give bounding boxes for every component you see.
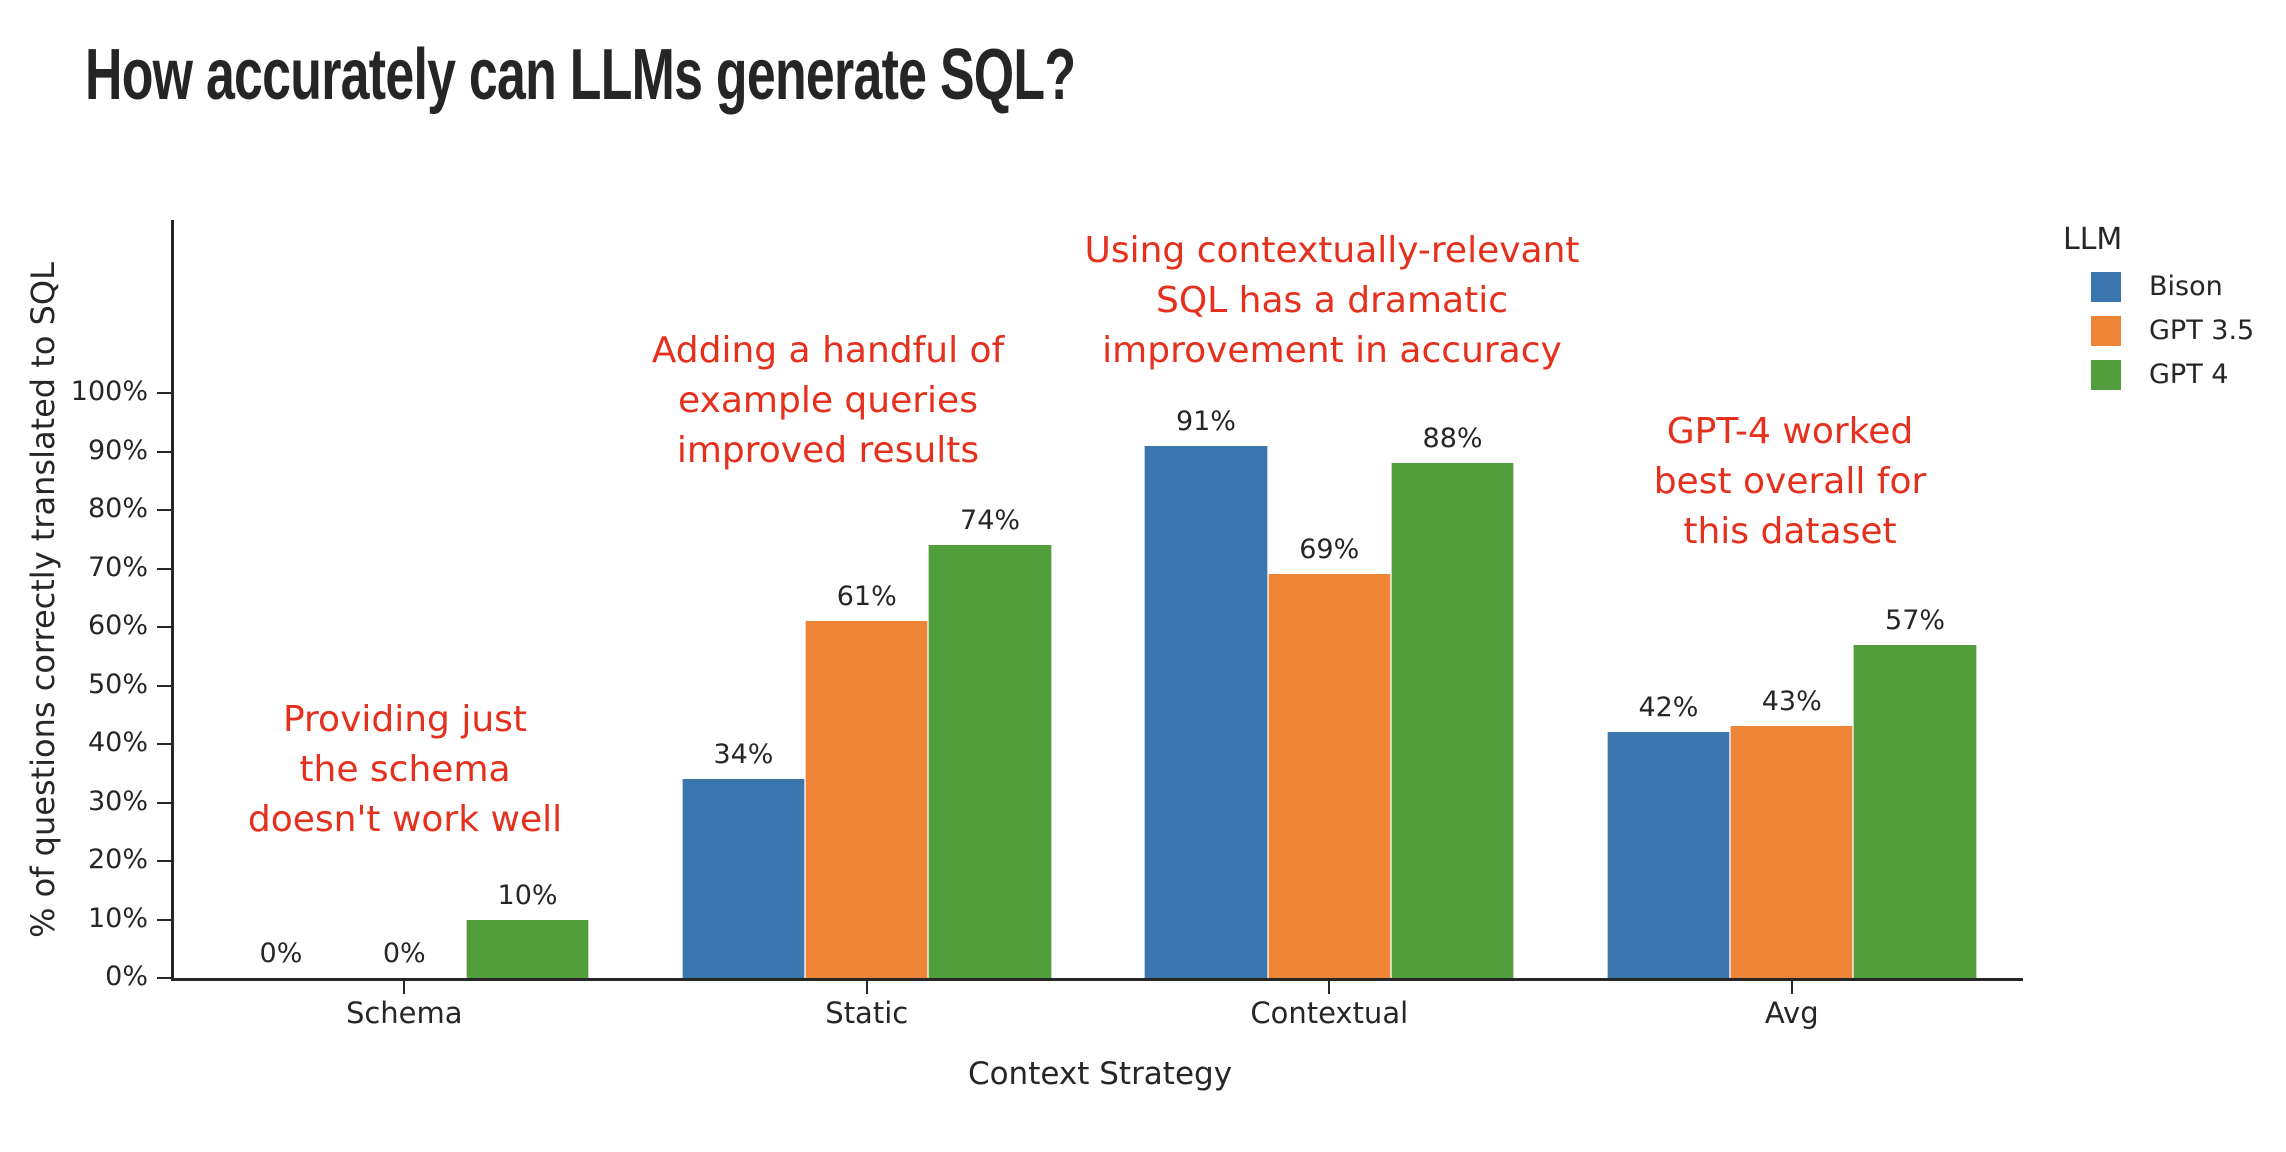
chart-title: How accurately can LLMs generate SQL?	[85, 35, 1076, 115]
annotation-line: Adding a handful of	[651, 330, 1005, 371]
annotation-line: this dataset	[1683, 511, 1897, 552]
annotation-line: improved results	[676, 430, 980, 471]
legend-item: GPT 3.5	[2091, 315, 2254, 346]
y-tick-label: 80%	[87, 493, 148, 524]
y-tick	[157, 567, 171, 570]
legend-swatch	[2091, 359, 2121, 390]
legend-swatch	[2091, 315, 2121, 346]
bar-value-label: 0%	[382, 938, 426, 969]
bar-value-label: 34%	[713, 739, 774, 771]
y-tick	[157, 801, 171, 804]
legend-item-label: Bison	[2149, 271, 2223, 302]
bar	[805, 621, 929, 978]
x-tick-label: Avg	[1764, 996, 1819, 1030]
legend-items: Bison GPT 3.5 GPT 4	[2055, 271, 2254, 390]
legend-item: Bison	[2091, 271, 2254, 302]
x-tick	[403, 981, 406, 994]
bar	[681, 779, 806, 978]
y-tick-label: 70%	[87, 551, 148, 583]
annotation-line: Providing just	[282, 699, 528, 740]
bar	[928, 545, 1052, 978]
x-tick-label: Static	[825, 996, 909, 1030]
legend-item-label: GPT 3.5	[2149, 315, 2255, 346]
annotation: Adding a handful of example queries improv…	[652, 326, 1005, 476]
y-tick	[157, 860, 171, 862]
y-tick	[157, 743, 171, 745]
bar	[1267, 574, 1391, 978]
x-tick	[865, 981, 868, 994]
x-axis-spine	[171, 978, 2023, 981]
annotation-line: improvement in accuracy	[1102, 330, 1562, 371]
y-tick-label: 40%	[87, 727, 148, 758]
annotation-line: example queries	[678, 380, 978, 421]
x-axis-title: Context Strategy	[967, 1056, 1233, 1092]
x-tick	[1790, 981, 1793, 994]
bar	[465, 919, 590, 978]
bar-value-label: 43%	[1761, 686, 1822, 718]
y-tick-label: 90%	[87, 434, 148, 466]
bar	[1144, 445, 1268, 978]
y-tick-label: 20%	[87, 844, 148, 875]
x-tick-label: Contextual	[1250, 996, 1409, 1030]
annotation: GPT-4 worked best overall for this dataset	[1654, 407, 1927, 557]
legend-swatch	[2091, 271, 2121, 302]
bar	[1390, 463, 1515, 978]
y-tick-label: 60%	[87, 610, 148, 641]
y-tick	[157, 684, 171, 687]
y-tick-label: 100%	[70, 376, 148, 407]
y-tick	[157, 392, 171, 394]
y-tick	[157, 509, 171, 511]
annotation-line: doesn't work well	[247, 799, 563, 840]
y-tick	[157, 918, 171, 921]
bar-value-label: 74%	[960, 505, 1021, 537]
annotation-line: GPT-4 worked	[1666, 411, 1914, 452]
y-tick-label: 10%	[87, 902, 148, 934]
annotation-line: SQL has a dramatic	[1155, 280, 1509, 321]
legend-title: LLM	[2063, 222, 2123, 257]
bar-value-label: 42%	[1638, 692, 1699, 724]
annotation-line: the schema	[299, 749, 511, 790]
x-tick-label: Schema	[345, 996, 463, 1030]
bar	[1853, 644, 1977, 978]
bar	[1606, 732, 1731, 978]
annotation: Using contextually-relevant SQL has a dra…	[1084, 226, 1579, 376]
bar-value-label: 88%	[1422, 423, 1483, 455]
legend-item-label: GPT 4	[2149, 359, 2229, 390]
bar-value-label: 10%	[497, 879, 558, 911]
bar-value-label: 61%	[836, 581, 897, 613]
x-tick	[1328, 981, 1331, 994]
bar-value-label: 91%	[1175, 405, 1236, 437]
y-tick-label: 0%	[105, 961, 148, 992]
annotation-line: Using contextually-relevant	[1084, 230, 1580, 271]
y-tick	[157, 977, 171, 979]
bar-value-label: 57%	[1885, 604, 1946, 636]
bar-value-label: 0%	[259, 938, 303, 969]
annotation: Providing just the schema doesn't work wel…	[248, 695, 562, 845]
legend-item: GPT 4	[2091, 359, 2254, 390]
bar-value-label: 69%	[1299, 534, 1360, 566]
legend: LLM Bison GPT 3.5 GPT 4	[2055, 222, 2254, 403]
annotation-line: best overall for	[1653, 461, 1927, 502]
y-tick-label: 30%	[87, 785, 148, 817]
y-axis-spine	[171, 220, 174, 981]
y-tick-label: 50%	[87, 668, 148, 700]
y-tick	[157, 450, 171, 453]
bar	[1730, 726, 1854, 978]
y-tick	[157, 626, 171, 628]
